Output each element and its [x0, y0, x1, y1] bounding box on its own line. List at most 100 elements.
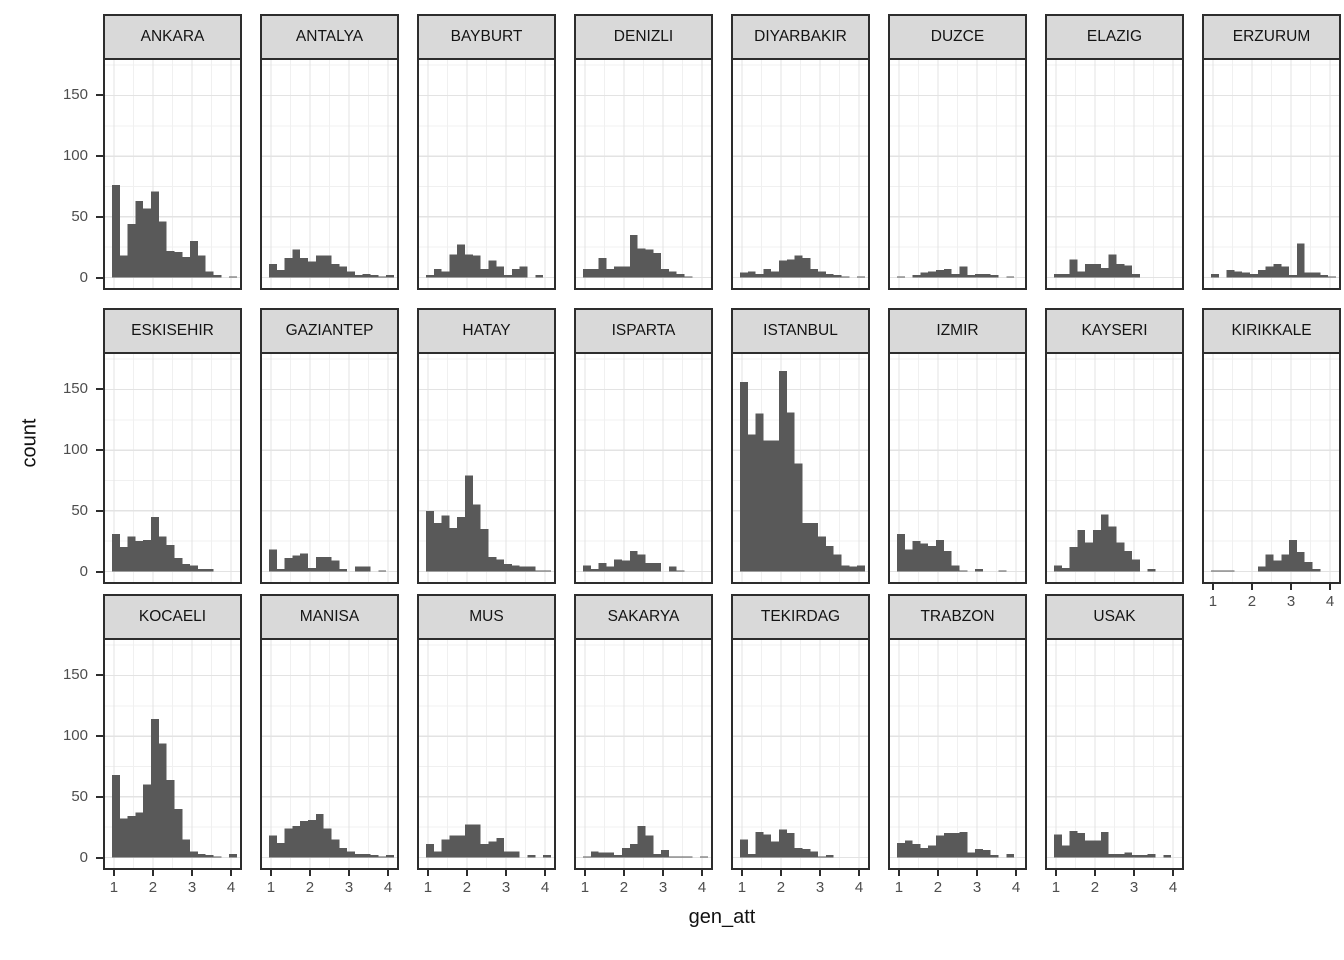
x-axis-tick-label: 2	[933, 879, 943, 896]
histogram-bar	[920, 543, 929, 572]
histogram-bar	[1108, 526, 1117, 572]
histogram-bar	[535, 275, 544, 278]
histogram-bar	[229, 276, 237, 278]
histogram-bar	[943, 833, 952, 858]
x-axis-tick	[858, 870, 861, 876]
facet-sakarya: SAKARYA 1 2 3 4	[574, 594, 713, 896]
x-axis-tick-label: 2	[462, 879, 472, 896]
histogram-bar	[158, 743, 167, 858]
histogram-bar	[959, 570, 968, 572]
histogram-bar	[1085, 542, 1094, 572]
histogram-bar	[362, 273, 371, 278]
histogram-bar	[794, 255, 803, 278]
facet-panel	[1202, 58, 1341, 290]
histogram-bar	[786, 412, 795, 572]
histogram-bar	[637, 825, 646, 858]
x-axis-tick-label: 1	[423, 879, 433, 896]
facet-izmir: IZMIR	[888, 308, 1027, 584]
histogram-bar	[1265, 554, 1274, 572]
histogram-bar	[182, 256, 191, 278]
histogram-bar	[504, 275, 512, 278]
histogram-bar	[323, 556, 332, 572]
x-axis: 1 2 3 4	[103, 870, 242, 904]
histogram-bar	[1281, 554, 1290, 572]
histogram-bar	[747, 271, 756, 278]
histogram-bar	[151, 719, 159, 858]
x-axis-tick-label: 3	[344, 879, 354, 896]
histogram-bar	[975, 849, 983, 858]
histogram-bar	[622, 266, 630, 278]
facet-panel	[731, 58, 870, 290]
histogram-bar	[1320, 275, 1329, 278]
histogram-bar	[1093, 840, 1101, 858]
histogram-bar	[739, 382, 748, 572]
facet-strip-label: HATAY	[417, 308, 556, 352]
x-axis-tick-label: 4	[854, 879, 864, 896]
histogram-bar	[920, 847, 929, 858]
histogram-bar	[590, 569, 599, 572]
histogram-bar	[1061, 567, 1070, 572]
histogram-bar	[1234, 271, 1243, 278]
histogram-bar	[779, 371, 787, 572]
histogram-bar	[111, 185, 120, 278]
facet-elazig: ELAZIG	[1045, 14, 1184, 290]
histogram-bar	[912, 541, 921, 572]
facet-panel	[574, 58, 713, 290]
x-axis-tick-label: 3	[658, 879, 668, 896]
histogram-bar	[779, 260, 787, 278]
facet-panel	[260, 638, 399, 870]
histogram-bar	[794, 847, 803, 858]
histogram-bar	[347, 271, 355, 278]
x-axis-tick-label: 3	[187, 879, 197, 896]
x-axis-tick-label: 1	[1208, 593, 1218, 610]
histogram-bar	[465, 824, 473, 858]
facet-panel	[574, 638, 713, 870]
histogram-bar	[1053, 273, 1062, 278]
histogram-bar	[527, 855, 536, 858]
histogram-bar	[213, 856, 222, 858]
x-axis-tick-label: 1	[1051, 879, 1061, 896]
histogram-bar	[763, 440, 772, 572]
facet-strip-label: GAZIANTEP	[260, 308, 399, 352]
histogram-bar	[480, 529, 489, 572]
y-axis-tick-label: 50	[71, 207, 88, 225]
facet-strip-label: ANTALYA	[260, 14, 399, 58]
histogram-bar	[700, 856, 708, 858]
x-axis-tick-label: 4	[1011, 879, 1021, 896]
histogram-bar	[661, 850, 669, 858]
histogram-bar	[1304, 561, 1313, 572]
histogram-bar	[151, 191, 159, 278]
x-axis-tick	[505, 870, 508, 876]
histogram-bar	[896, 842, 905, 858]
histogram-bar	[449, 527, 458, 572]
y-axis-tick	[96, 388, 103, 391]
histogram-bar	[323, 255, 332, 278]
facet-kirikkale: KIRIKKALE 1 2 3 4	[1202, 308, 1341, 610]
histogram-bar	[111, 774, 120, 858]
x-axis-tick	[1290, 584, 1293, 590]
x-axis-tick	[387, 870, 390, 876]
histogram-bar	[143, 208, 152, 278]
histogram-bar	[480, 844, 489, 858]
histogram-bar	[841, 565, 850, 572]
histogram-bar	[339, 569, 348, 572]
histogram-bar	[959, 832, 968, 858]
histogram-bar	[582, 269, 591, 278]
histogram-bar	[1108, 254, 1117, 278]
x-axis-tick-label: 4	[1168, 879, 1178, 896]
histogram-bar	[472, 504, 481, 572]
x-axis-tick	[1133, 870, 1136, 876]
facet-strip-label: KIRIKKALE	[1202, 308, 1341, 352]
facet-kayseri: KAYSERI	[1045, 308, 1184, 584]
histogram-bar	[1116, 542, 1125, 572]
x-axis: 1 2 3 4	[1045, 870, 1184, 904]
facet-antalya: ANTALYA	[260, 14, 399, 290]
histogram-bar	[943, 269, 952, 278]
histogram-bar	[276, 569, 285, 572]
histogram-bar	[472, 824, 481, 858]
histogram-bar	[951, 565, 960, 572]
histogram-bar	[535, 570, 544, 572]
histogram-bar	[936, 835, 944, 858]
histogram-bar	[362, 853, 371, 858]
x-axis-tick	[1015, 870, 1018, 876]
